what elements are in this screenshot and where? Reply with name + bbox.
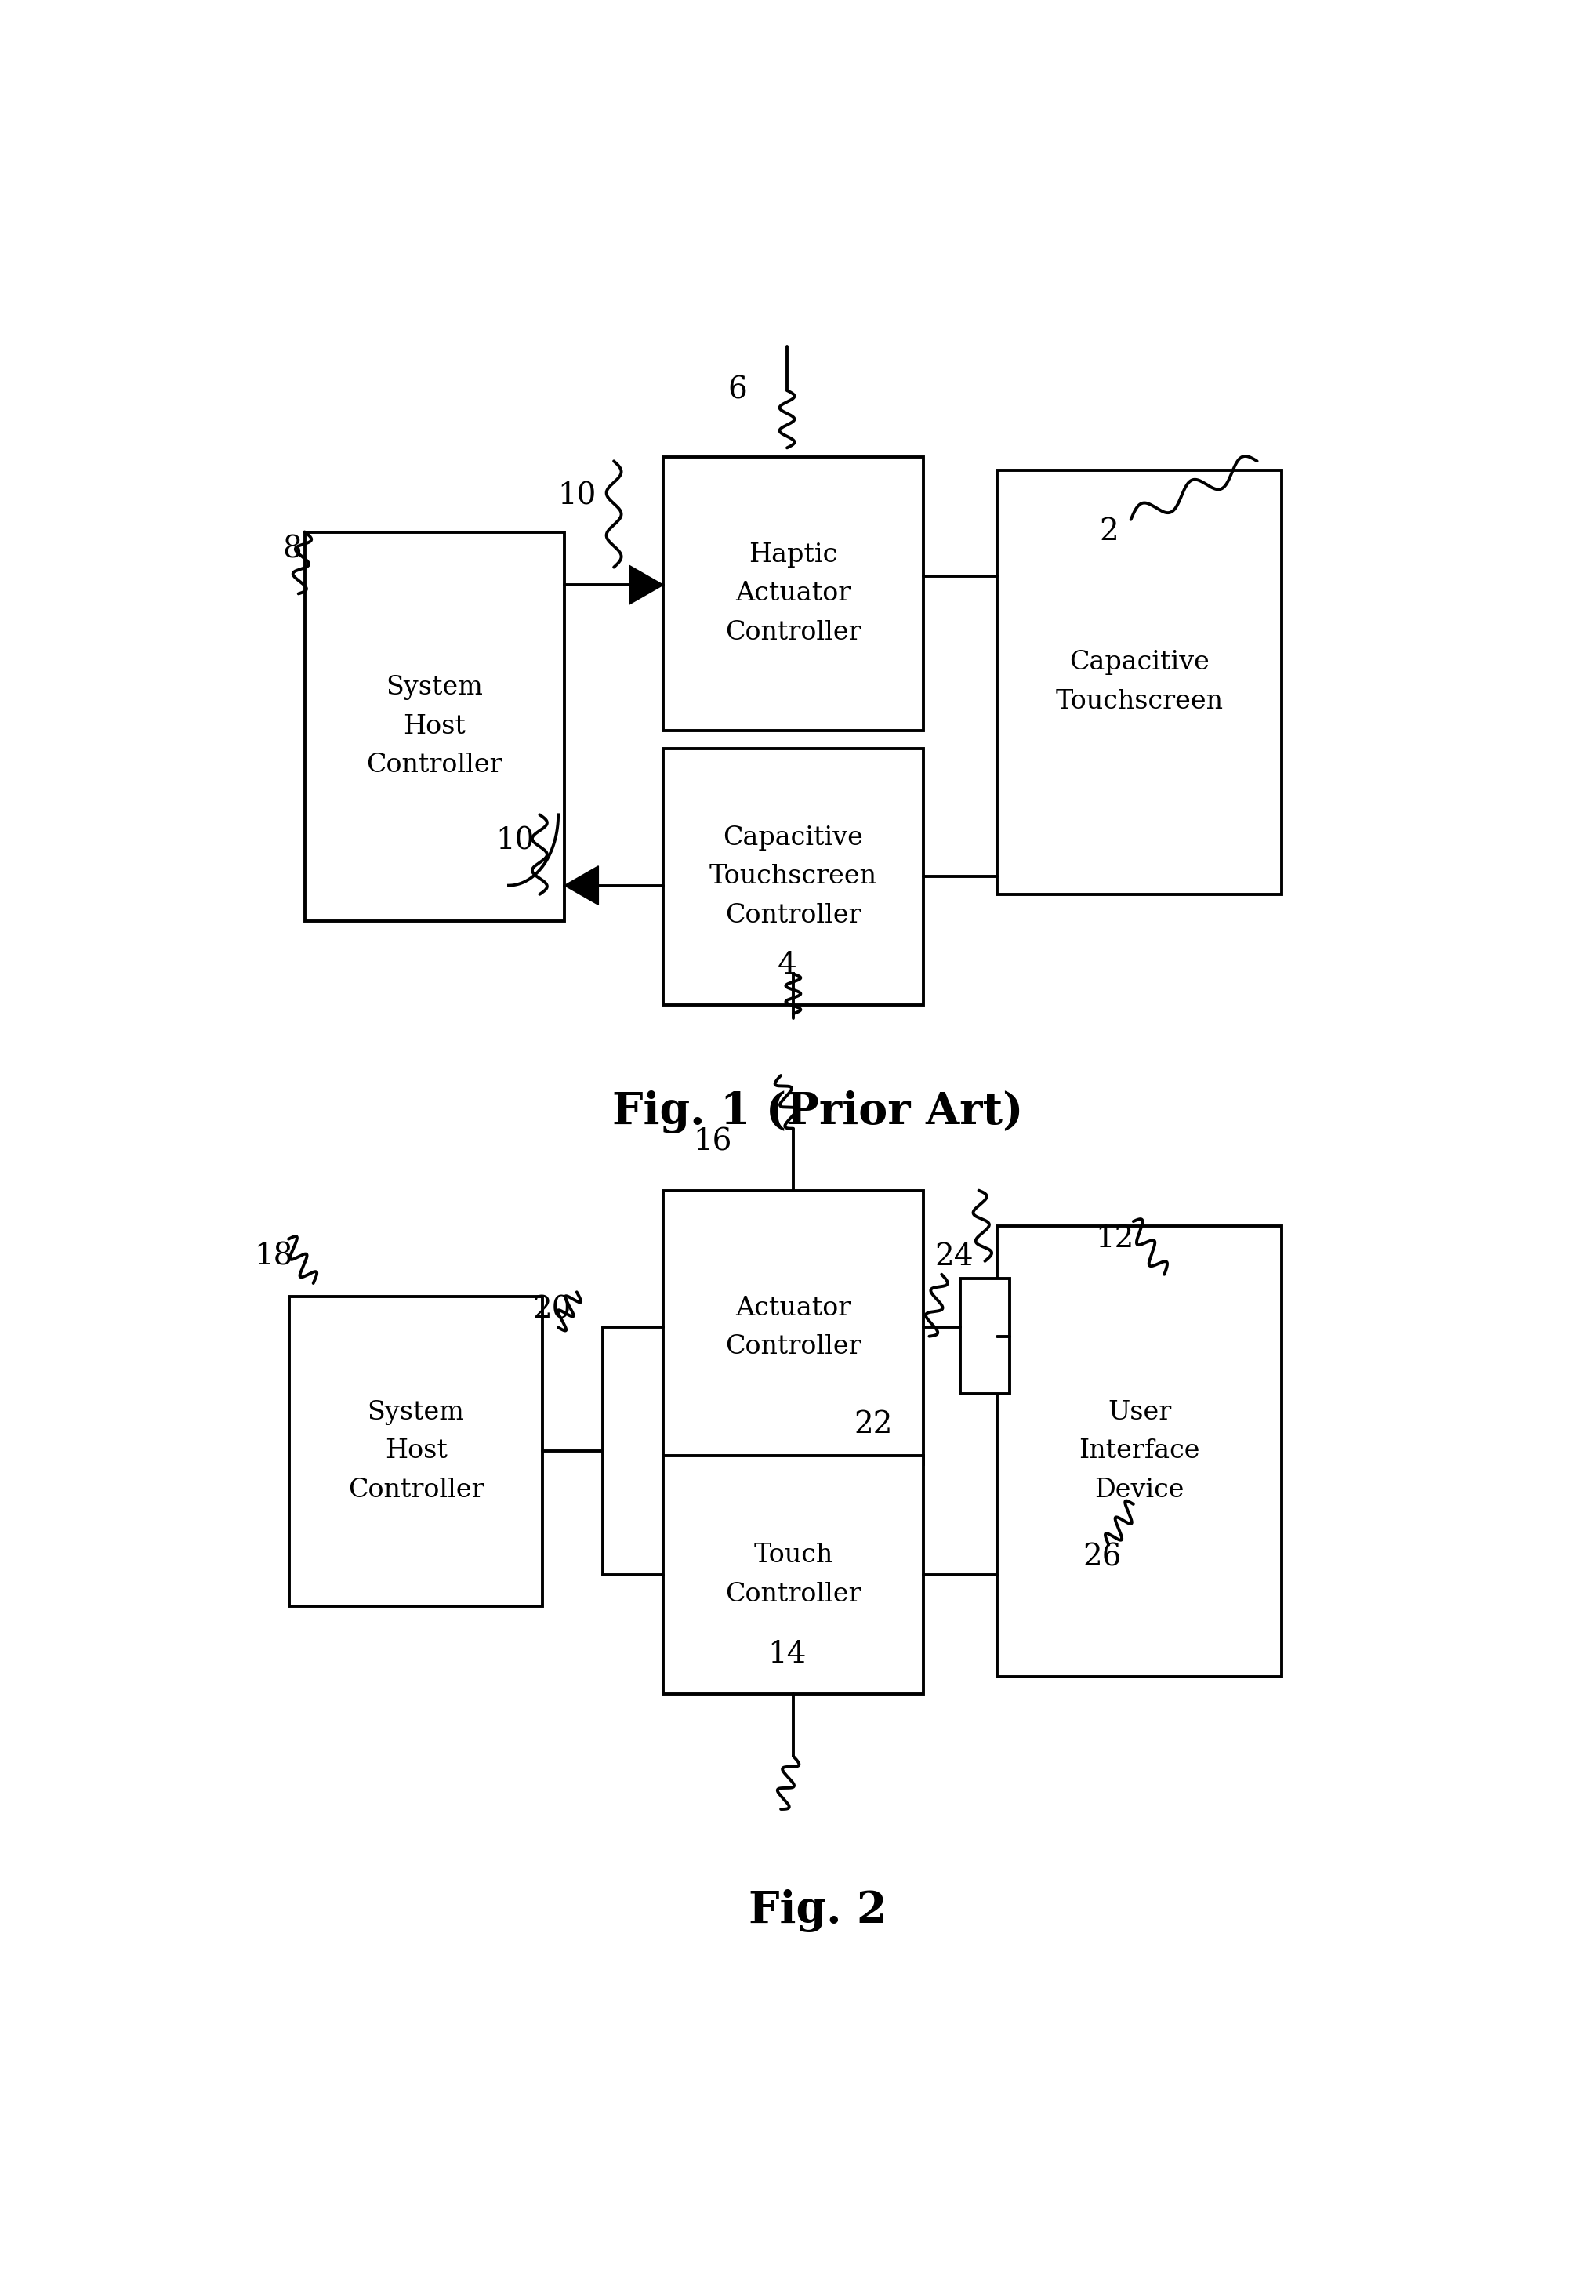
Text: 4: 4 [777, 951, 796, 980]
Bar [289, 1297, 543, 1605]
Bar [961, 1279, 1010, 1394]
Polygon shape [565, 866, 598, 905]
Bar [664, 748, 922, 1006]
Text: Touch
Controller: Touch Controller [725, 1543, 862, 1607]
Bar [664, 1189, 922, 1465]
Text: 10: 10 [495, 827, 535, 856]
Text: 14: 14 [768, 1639, 806, 1669]
Polygon shape [629, 565, 664, 604]
Text: Actuator
Controller: Actuator Controller [725, 1295, 862, 1359]
Text: 16: 16 [693, 1127, 733, 1157]
Text: 2: 2 [1100, 517, 1119, 546]
Text: System
Host
Controller: System Host Controller [348, 1401, 484, 1502]
Text: 26: 26 [1084, 1543, 1122, 1573]
Bar [998, 471, 1282, 893]
Text: Capacitive
Touchscreen
Controller: Capacitive Touchscreen Controller [709, 824, 878, 928]
Text: 20: 20 [533, 1295, 571, 1325]
Text: 6: 6 [728, 377, 747, 404]
Text: 24: 24 [935, 1242, 974, 1272]
Text: 12: 12 [1095, 1224, 1135, 1254]
Bar [664, 1456, 922, 1694]
Text: System
Host
Controller: System Host Controller [367, 675, 503, 778]
Bar [305, 533, 565, 921]
Text: 22: 22 [854, 1410, 894, 1440]
Text: User
Interface
Device: User Interface Device [1079, 1401, 1200, 1502]
Text: 8: 8 [282, 535, 302, 565]
Bar [664, 457, 922, 730]
Bar [998, 1226, 1282, 1676]
Text: 10: 10 [557, 482, 597, 512]
Text: Capacitive
Touchscreen: Capacitive Touchscreen [1055, 650, 1224, 714]
Text: Fig. 1 (Prior Art): Fig. 1 (Prior Art) [613, 1091, 1023, 1134]
Text: 18: 18 [254, 1242, 294, 1272]
Text: Haptic
Actuator
Controller: Haptic Actuator Controller [725, 542, 862, 645]
Text: Fig. 2: Fig. 2 [749, 1890, 887, 1933]
